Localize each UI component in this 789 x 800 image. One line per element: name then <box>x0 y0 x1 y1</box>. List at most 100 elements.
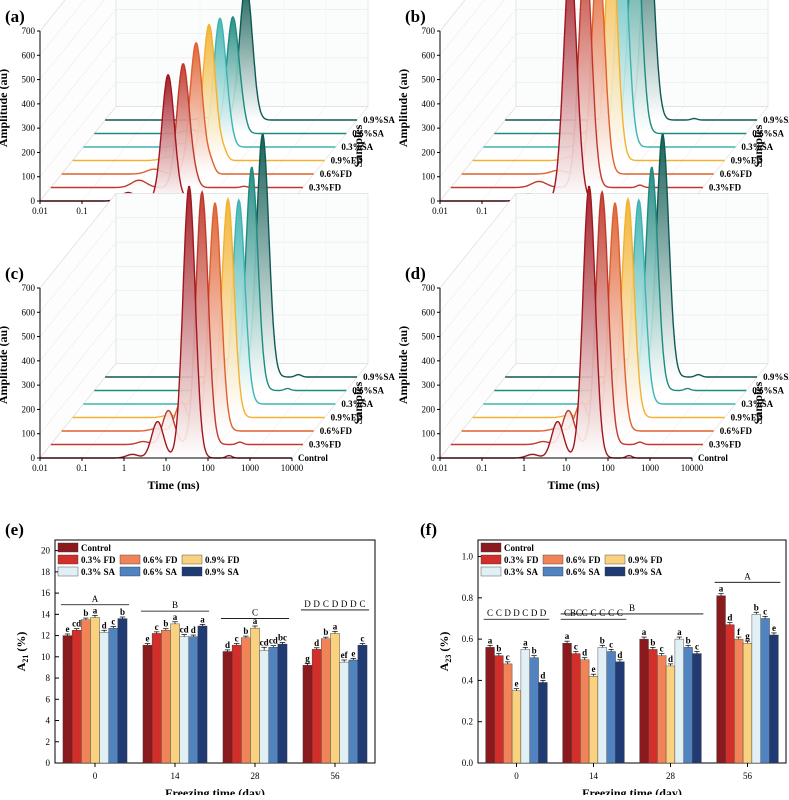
sample-label: 0.9%SA <box>363 115 395 125</box>
x-tick-label: 0.01 <box>32 206 48 216</box>
significance-letter: d <box>617 650 622 660</box>
bar <box>769 634 779 764</box>
legend-swatch <box>181 566 203 577</box>
sample-label: 0.3%FD <box>309 440 342 450</box>
significance-letter: b <box>83 608 88 618</box>
group-letter: C <box>359 599 365 609</box>
sample-fill <box>50 63 303 188</box>
y-tick-label: 300 <box>422 380 436 390</box>
bar <box>348 659 359 764</box>
y-axis-label: A21 (%) <box>14 632 30 672</box>
y-axis-label-main: A <box>437 662 451 671</box>
legend-swatch <box>119 554 141 565</box>
legend-label: 0.6% FD <box>566 555 601 565</box>
group-letter: D <box>341 599 348 609</box>
group-letter: D <box>504 608 511 618</box>
y-tick-label: 10 <box>41 652 51 662</box>
group-letter: C <box>590 608 596 618</box>
bar <box>268 647 279 764</box>
x-tick-label: 28 <box>666 771 676 781</box>
significance-letter: a <box>719 584 724 594</box>
legend-label: Control <box>81 543 111 553</box>
group-letter: C <box>323 599 329 609</box>
x-axis-label: Time (ms) <box>548 478 600 492</box>
bar <box>241 637 251 764</box>
group-letter: D <box>513 608 520 618</box>
significance-letter: a <box>488 635 493 645</box>
y-tick-label: 16 <box>41 588 51 598</box>
legend-swatch <box>480 554 502 565</box>
y-tick-label: 500 <box>22 332 36 342</box>
y-tick-label: 0.8 <box>462 593 474 603</box>
bar <box>520 649 530 764</box>
y-tick-label: 0 <box>31 453 36 463</box>
x-tick-label: 0 <box>93 771 98 781</box>
gridline <box>39 217 117 313</box>
gridline <box>39 106 117 202</box>
bar <box>494 655 504 764</box>
legend-label: 0.6% SA <box>143 567 178 577</box>
gridline <box>39 82 117 177</box>
significance-letter: d <box>314 638 319 648</box>
x-axis-label: Freezing time (day) <box>582 786 682 795</box>
y-tick-label: 700 <box>422 26 436 36</box>
sample-label: 0.6%SA <box>752 129 784 139</box>
significance-letter: a <box>253 616 258 626</box>
bar <box>357 644 368 764</box>
panel-label: (b) <box>405 7 426 26</box>
y-tick-label: 500 <box>422 75 436 85</box>
sample-label: 0.9%FD <box>731 413 764 423</box>
legend-swatch <box>542 566 564 577</box>
plot-frame <box>477 539 787 764</box>
significance-letter: c <box>506 652 510 662</box>
t2-panel-c: 0.9%SA 0.6%SA 0.3%SA 0.9%FD 0.6%FD 0.3%FD Cont… <box>0 134 395 492</box>
legend-swatch <box>119 566 141 577</box>
side-wall <box>39 0 117 202</box>
legend-swatch <box>480 566 502 577</box>
y-tick-label: 100 <box>22 172 36 182</box>
bar <box>503 663 513 764</box>
significance-letter: c <box>235 634 239 644</box>
gridline <box>481 363 559 459</box>
y-tick-label: 0 <box>31 196 36 206</box>
bar <box>588 676 599 764</box>
sample-label: 0.9%SA <box>763 115 789 125</box>
gridline <box>39 363 117 459</box>
significance-letter: a <box>642 627 647 637</box>
gridline <box>439 57 517 153</box>
group-letter: C <box>608 608 614 618</box>
significance-letter: b <box>496 644 501 654</box>
x-tick-label: 10000 <box>281 463 304 473</box>
gridline <box>39 314 117 410</box>
x-tick-label: 28 <box>251 771 261 781</box>
bar <box>580 659 590 764</box>
gridline <box>439 241 517 337</box>
significance-letter: c <box>660 644 664 654</box>
bar <box>250 627 260 764</box>
panel-label: (d) <box>405 264 426 283</box>
bar <box>639 638 649 764</box>
gridline <box>439 363 517 459</box>
sample-label: 0.9%FD <box>731 156 764 166</box>
gridline <box>207 106 285 202</box>
t2-panel-b: 0.9%SA0.6%SA0.3%SA0.9%FD0.6%FD0.3%FDCont… <box>396 0 789 235</box>
significance-letter: g <box>745 631 750 641</box>
gridline <box>39 57 117 153</box>
y-tick-label: 0.2 <box>462 717 473 727</box>
bar <box>538 682 548 764</box>
x-tick-label: 0.1 <box>476 463 487 473</box>
sample-label: 0.9%SA <box>763 372 789 382</box>
bar <box>716 595 726 764</box>
bar <box>339 661 349 764</box>
sample-label: 0.3%SA <box>741 142 773 152</box>
y-tick-label: 500 <box>422 332 436 342</box>
gridline <box>439 314 517 410</box>
significance-letter: c <box>609 639 613 649</box>
panel-label: (e) <box>5 520 24 539</box>
legend-swatch <box>181 554 203 565</box>
sample-fill <box>40 75 292 201</box>
x-tick-label: 10 <box>562 463 572 473</box>
bar <box>760 618 770 764</box>
significance-letter: b <box>686 635 691 645</box>
